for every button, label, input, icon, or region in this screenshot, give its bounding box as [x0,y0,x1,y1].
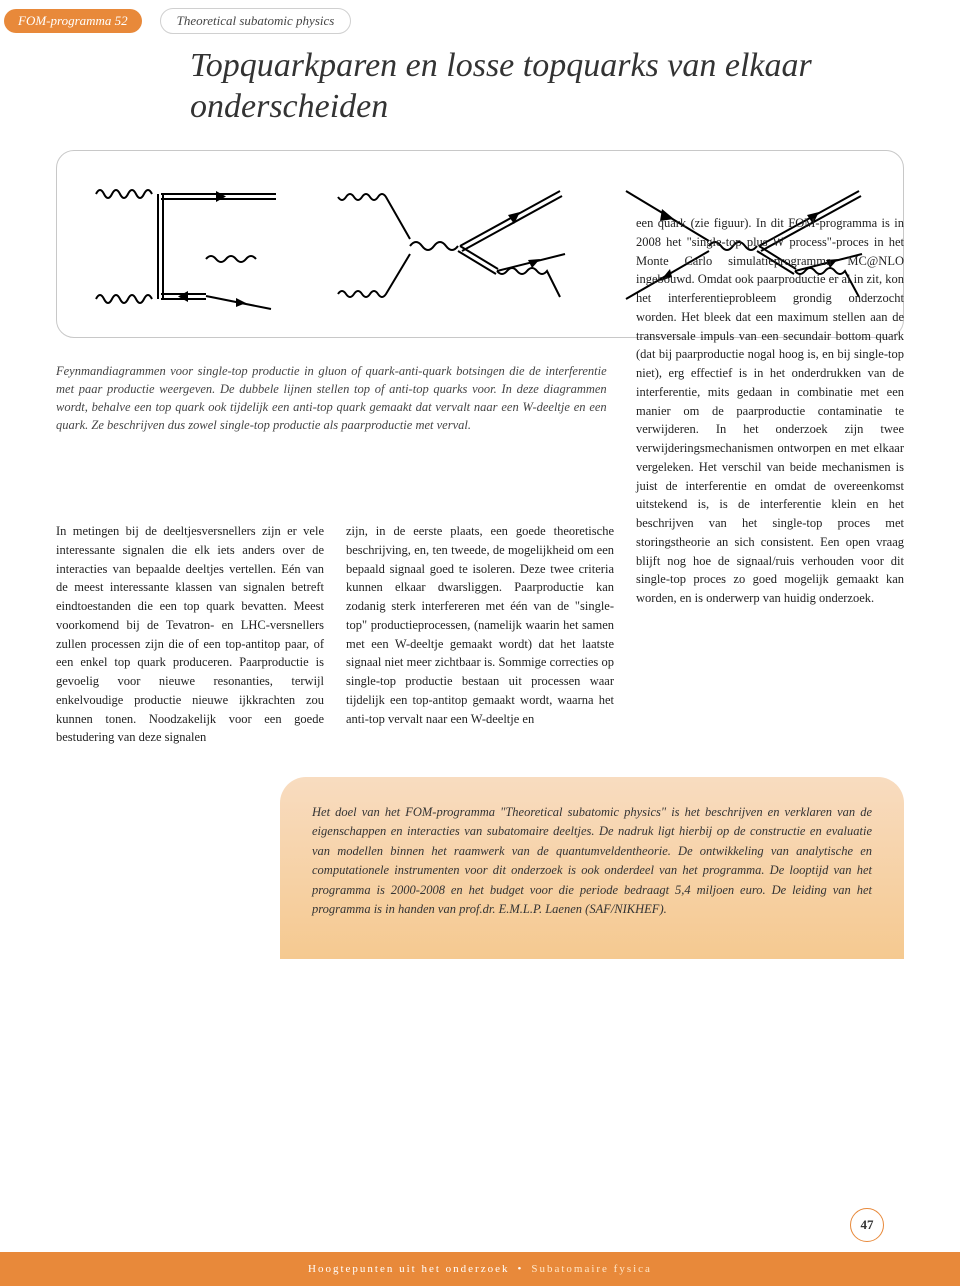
body-column-1: In metingen bij de deeltjesversnellers z… [56,522,324,747]
footer-right: Subatomaire fysica [531,1263,652,1275]
footer-separator: • [517,1263,523,1275]
feynman-diagram-2 [320,169,580,319]
header-bar: FOM-programma 52 Theoretical subatomic p… [0,0,960,34]
footer-bar: Hoogtepunten uit het onderzoek • Subatom… [0,1252,960,1286]
program-badge: FOM-programma 52 [4,9,142,33]
feynman-diagram-1 [86,169,286,319]
body-column-2: zijn, in de eerste plaats, een goede the… [346,522,614,747]
page-number: 47 [850,1208,884,1242]
body-column-3: een quark (zie figuur). In dit FOM-progr… [636,214,904,747]
body-columns: In metingen bij de deeltjesversnellers z… [56,434,904,747]
program-info-box: Het doel van het FOM-programma "Theoreti… [280,777,904,959]
subtitle-pill: Theoretical subatomic physics [160,8,352,34]
page-title: Topquarkparen en losse topquarks van elk… [190,46,900,128]
footer-left: Hoogtepunten uit het onderzoek [308,1263,509,1275]
figure-caption: Feynmandiagrammen voor single-top produc… [56,362,607,435]
